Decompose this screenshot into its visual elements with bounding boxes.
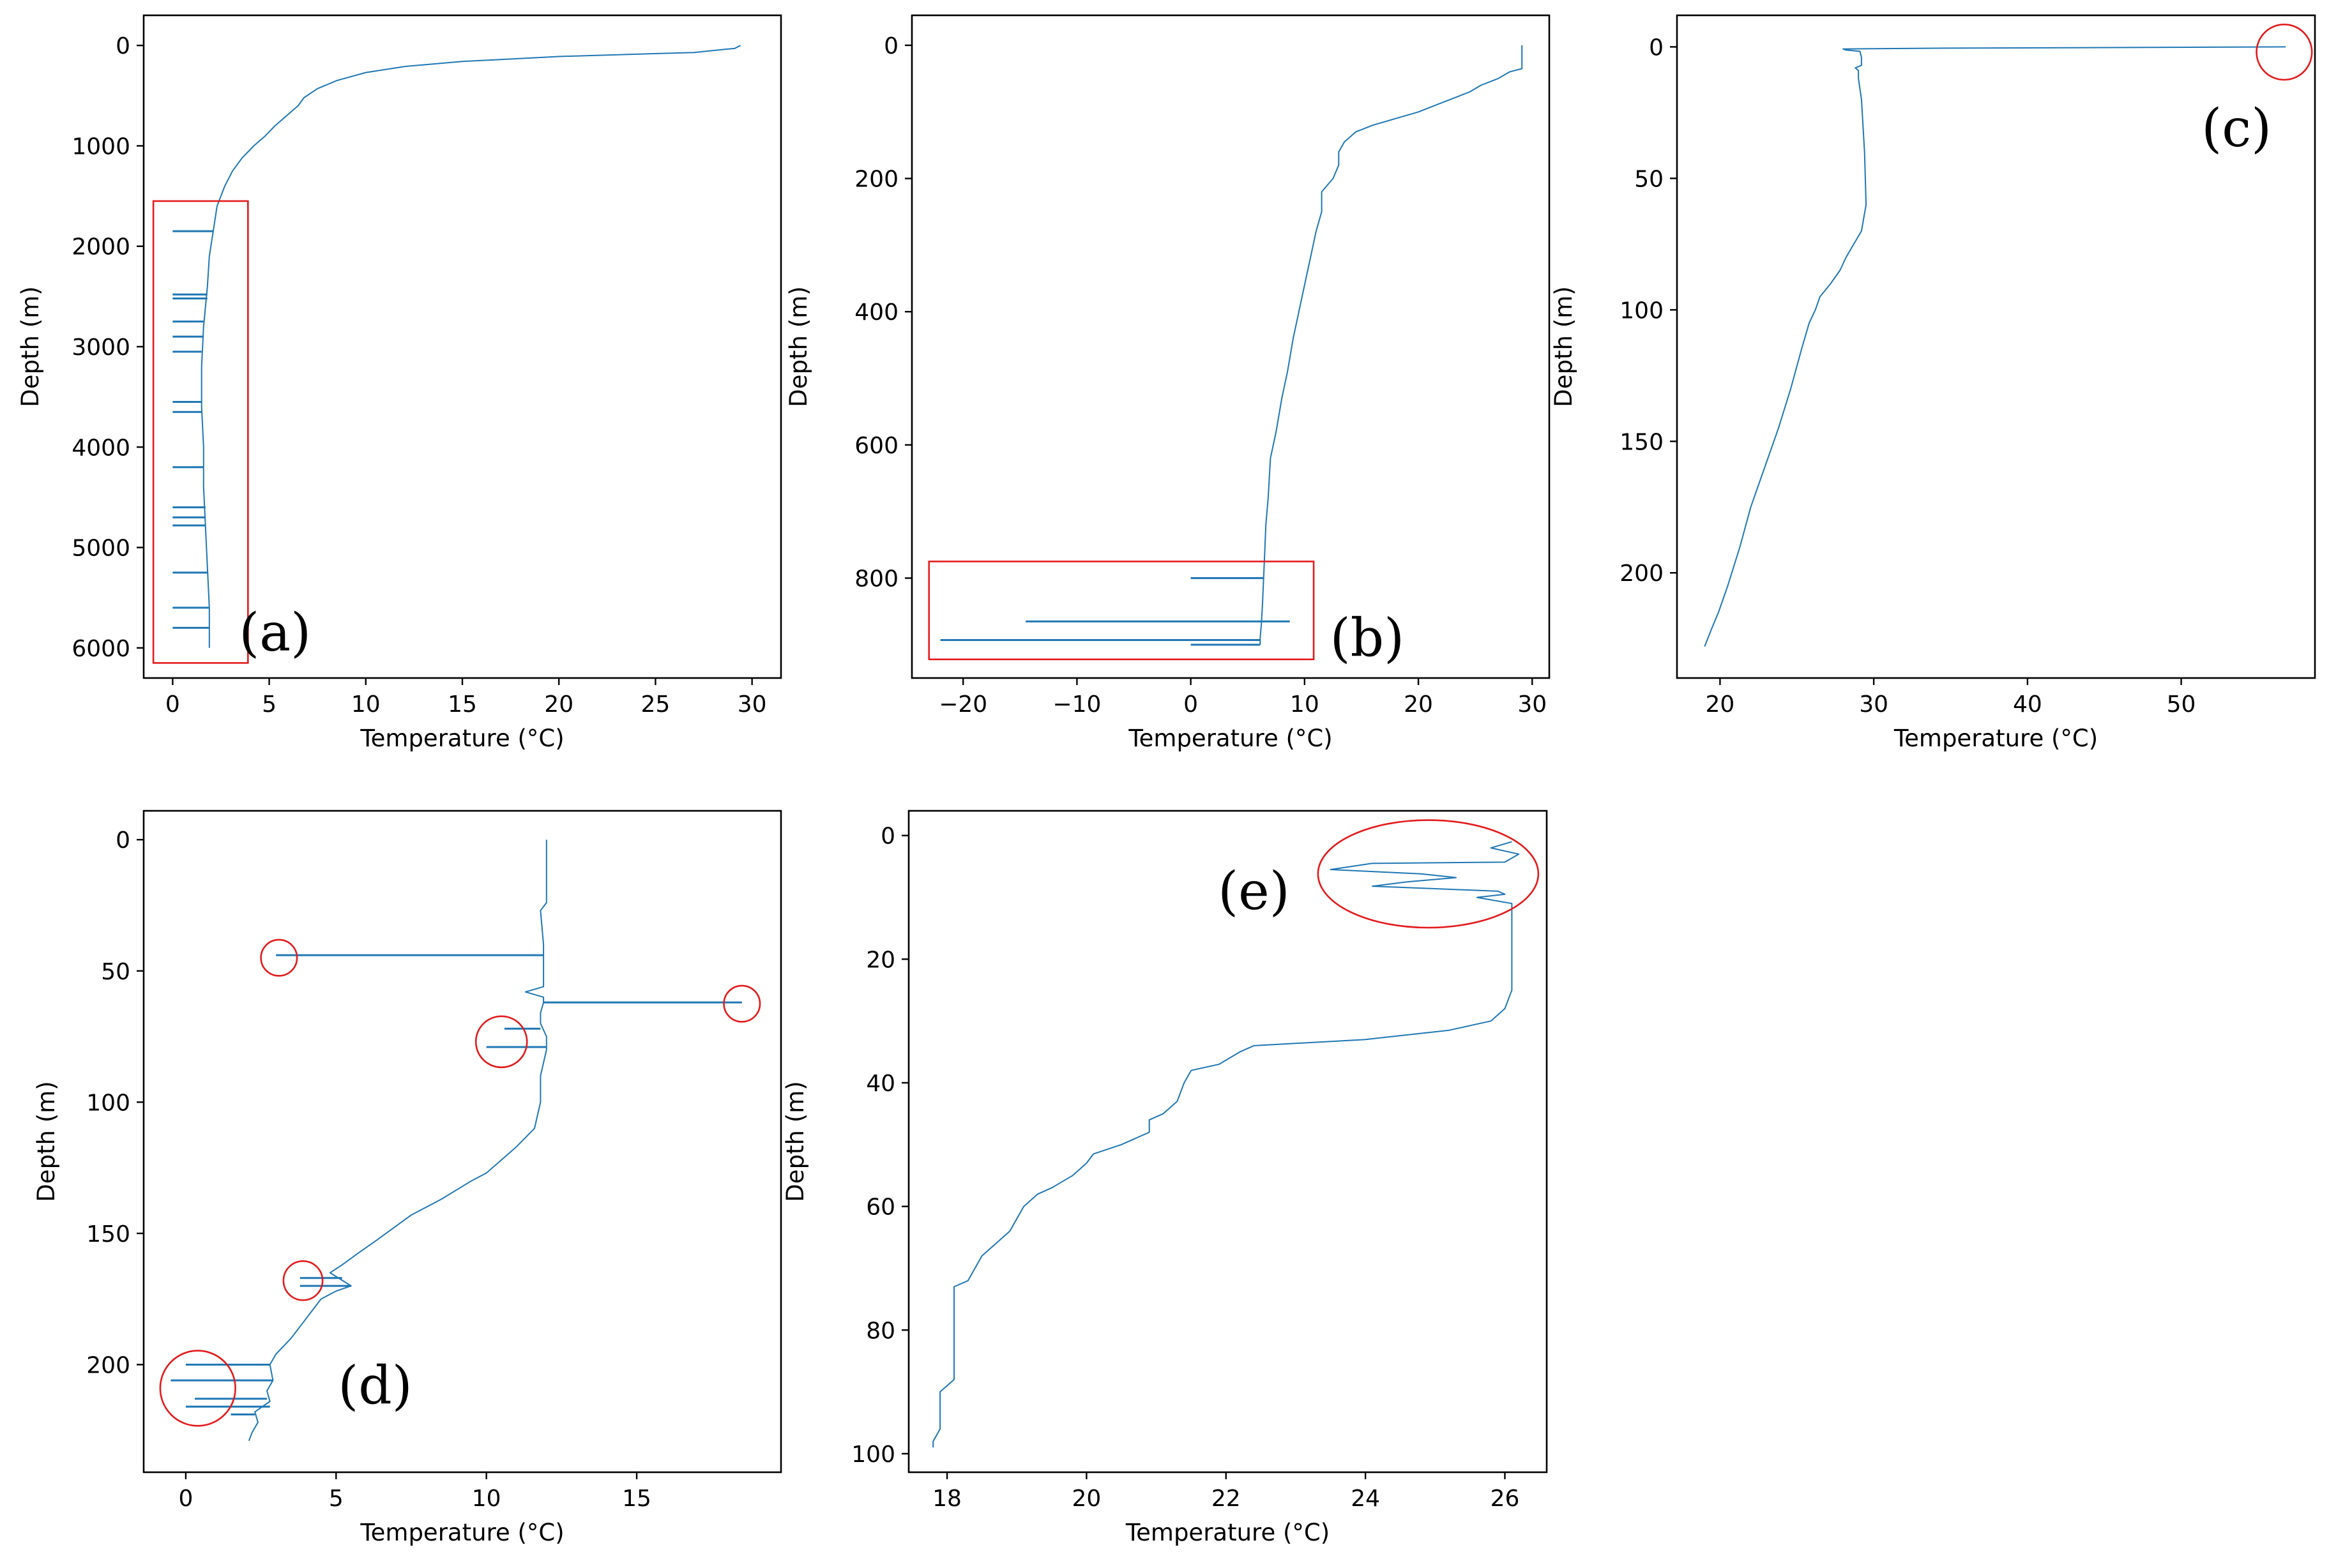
y-tick-label-d-4: 200 bbox=[86, 1352, 130, 1378]
x-tick-label-d-0: 0 bbox=[178, 1486, 193, 1512]
x-tick-label-c-3: 50 bbox=[2167, 691, 2196, 718]
y-tick-label-c-2: 100 bbox=[1620, 298, 1664, 324]
y-tick-label-e-4: 80 bbox=[866, 1318, 895, 1344]
anomaly-marker-d-1 bbox=[723, 984, 761, 1023]
x-tick-label-e-0: 18 bbox=[932, 1486, 962, 1512]
profile-line-a bbox=[201, 45, 741, 648]
y-tick-label-e-1: 20 bbox=[866, 947, 895, 973]
x-tick-label-d-1: 5 bbox=[329, 1486, 344, 1512]
x-tick-label-b-3: 10 bbox=[1290, 691, 1319, 718]
plot-frame-b bbox=[911, 14, 1551, 679]
panel-label-d: (d) bbox=[338, 1355, 412, 1416]
anomaly-marker-d-4 bbox=[159, 1350, 236, 1427]
anomaly-marker-d-3 bbox=[282, 1260, 324, 1301]
x-tick-label-c-0: 20 bbox=[1705, 691, 1734, 718]
panel-a: 0 5 10 15 20 25 30 0 1000 2000 3000 4000 5000 6000 Tem… bbox=[17, 14, 782, 752]
y-tick-label-d-3: 150 bbox=[86, 1221, 130, 1248]
y-tick-label-b-3: 600 bbox=[854, 433, 899, 459]
y-tick-label-a-2: 2000 bbox=[72, 234, 130, 260]
x-tick-label-a-2: 10 bbox=[351, 691, 381, 718]
y-tick-label-d-2: 100 bbox=[86, 1090, 130, 1116]
x-axis-label-d: Temperature (°C) bbox=[360, 1519, 564, 1546]
y-tick-label-c-3: 150 bbox=[1620, 429, 1664, 455]
plot-frame-d bbox=[142, 810, 782, 1474]
y-tick-label-a-5: 5000 bbox=[72, 536, 130, 562]
y-tick-label-d-1: 50 bbox=[101, 959, 130, 985]
anomaly-marker-d-0 bbox=[260, 939, 298, 977]
y-tick-label-a-4: 4000 bbox=[72, 435, 130, 461]
panel-b: −20 −10 0 10 20 30 0 200 400 600 800 Temperature (°… bbox=[785, 14, 1551, 752]
y-tick-label-c-1: 50 bbox=[1634, 166, 1664, 192]
x-tick-label-c-1: 30 bbox=[1859, 691, 1888, 718]
y-axis-label-a: Depth (m) bbox=[17, 286, 44, 407]
y-axis-label-c: Depth (m) bbox=[1550, 286, 1577, 407]
plot-frame-c bbox=[1676, 14, 2316, 679]
subplot-grid: 0 5 10 15 20 25 300100020003000400050006000Tem… bbox=[17, 14, 2316, 1546]
x-tick-label-e-3: 24 bbox=[1351, 1486, 1380, 1512]
x-tick-label-a-6: 30 bbox=[738, 691, 767, 718]
x-tick-label-b-5: 30 bbox=[1517, 691, 1547, 718]
y-tick-label-b-2: 400 bbox=[854, 299, 899, 326]
x-tick-label-b-1: −10 bbox=[1052, 691, 1101, 718]
anomaly-marker-b-0 bbox=[928, 561, 1315, 661]
y-tick-label-a-0: 0 bbox=[116, 33, 130, 59]
profile-line-e bbox=[932, 841, 1520, 1448]
panel-label-e: (e) bbox=[1218, 861, 1290, 922]
x-tick-label-b-2: 0 bbox=[1183, 691, 1198, 718]
y-tick-label-c-0: 0 bbox=[1649, 34, 1664, 61]
x-tick-label-e-4: 26 bbox=[1491, 1486, 1520, 1512]
panel-label-c: (c) bbox=[2201, 98, 2272, 159]
x-axis-label-b: Temperature (°C) bbox=[1128, 725, 1332, 752]
y-axis-label-e: Depth (m) bbox=[782, 1081, 809, 1202]
y-tick-label-e-3: 60 bbox=[866, 1195, 895, 1221]
x-tick-label-a-5: 25 bbox=[641, 691, 671, 718]
y-tick-label-a-3: 3000 bbox=[72, 335, 130, 361]
x-tick-label-e-1: 20 bbox=[1072, 1486, 1102, 1512]
anomaly-marker-c-0 bbox=[2256, 24, 2313, 81]
y-tick-label-b-4: 800 bbox=[854, 566, 899, 592]
y-tick-label-e-0: 0 bbox=[881, 824, 895, 850]
anomaly-marker-a-0 bbox=[152, 200, 249, 664]
panel-label-b: (b) bbox=[1330, 608, 1404, 668]
x-tick-label-a-4: 20 bbox=[544, 691, 573, 718]
x-tick-label-d-3: 15 bbox=[622, 1486, 651, 1512]
anomaly-marker-d-2 bbox=[474, 1015, 528, 1069]
x-tick-label-b-4: 20 bbox=[1404, 691, 1433, 718]
x-tick-label-d-2: 10 bbox=[472, 1486, 501, 1512]
profile-line-c bbox=[1704, 46, 2286, 647]
profile-line-b bbox=[1259, 45, 1523, 645]
x-tick-label-b-0: −20 bbox=[939, 691, 987, 718]
panel-label-a: (a) bbox=[239, 603, 311, 663]
y-axis-label-b: Depth (m) bbox=[785, 286, 812, 407]
x-tick-label-a-3: 15 bbox=[448, 691, 477, 718]
x-axis-label-e: Temperature (°C) bbox=[1125, 1519, 1330, 1546]
y-tick-label-b-1: 200 bbox=[854, 167, 899, 193]
y-tick-label-c-4: 200 bbox=[1620, 561, 1664, 587]
y-axis-label-d: Depth (m) bbox=[33, 1081, 60, 1202]
panel-c: 20 30 40 50 0 50 100 150 200 Temperature (°C) Dept… bbox=[1550, 14, 2316, 752]
y-tick-label-e-5: 100 bbox=[851, 1442, 895, 1468]
anomaly-marker-e-0 bbox=[1317, 819, 1540, 929]
y-tick-label-d-0: 0 bbox=[116, 827, 130, 854]
x-tick-label-a-0: 0 bbox=[165, 691, 180, 718]
x-axis-label-c: Temperature (°C) bbox=[1893, 725, 2098, 752]
panel-e: 18 20 22 24 26 0 20 40 60 80 100 Temperature (°C) De… bbox=[782, 810, 1548, 1546]
x-tick-label-a-1: 5 bbox=[262, 691, 277, 718]
y-tick-label-b-0: 0 bbox=[884, 33, 899, 59]
plot-frame-e bbox=[907, 810, 1548, 1474]
x-axis-label-a: Temperature (°C) bbox=[360, 725, 564, 752]
profile-line-d bbox=[248, 840, 547, 1442]
x-tick-label-e-2: 22 bbox=[1211, 1486, 1241, 1512]
y-tick-label-a-6: 6000 bbox=[72, 636, 130, 662]
y-tick-label-e-2: 40 bbox=[866, 1071, 895, 1097]
x-tick-label-c-2: 40 bbox=[2013, 691, 2042, 718]
y-tick-label-a-1: 1000 bbox=[72, 133, 130, 160]
